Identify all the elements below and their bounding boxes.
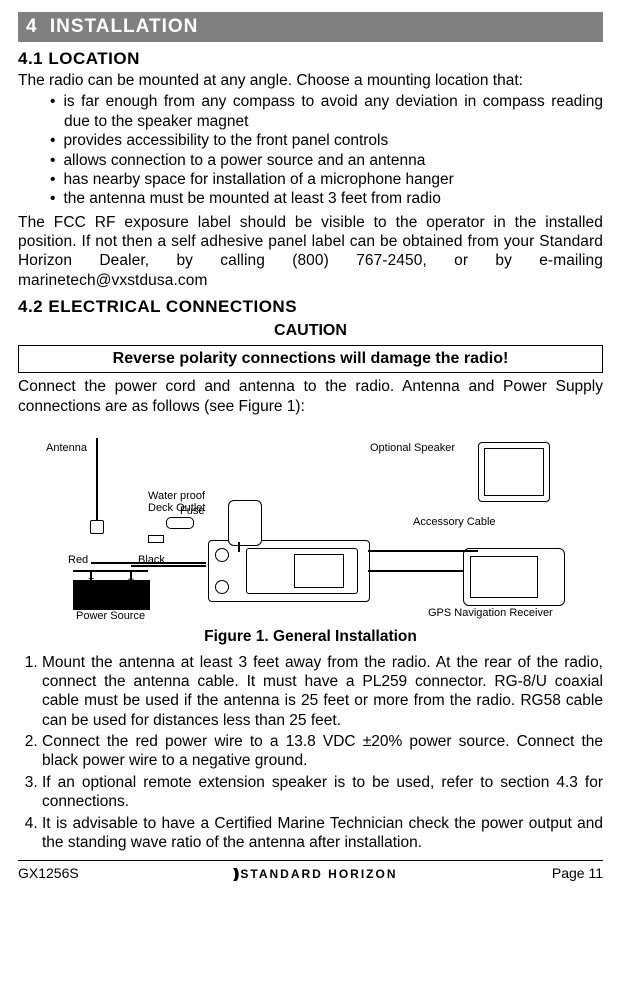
page-footer: GX1256S )) STANDARD HORIZON Page 11 bbox=[18, 860, 603, 883]
list-item: Connect the red power wire to a 13.8 VDC… bbox=[42, 732, 603, 771]
figure-shape bbox=[238, 542, 240, 552]
figure-label-acccable: Accessory Cable bbox=[413, 516, 496, 528]
subsection-41-heading: 4.1 LOCATION bbox=[18, 48, 603, 69]
list-item: Mount the antenna at least 3 feet away f… bbox=[42, 653, 603, 731]
figure-label-black: Black bbox=[138, 554, 165, 566]
figure-shape bbox=[470, 556, 538, 598]
figure-label-minus: – bbox=[128, 573, 134, 585]
figure-label-plus: + bbox=[88, 573, 94, 585]
figure-label-optspeaker: Optional Speaker bbox=[370, 442, 455, 454]
figure-shape bbox=[73, 580, 150, 610]
figure-shape bbox=[73, 570, 148, 572]
wave-icon: )) bbox=[233, 865, 236, 881]
warning-box: Reverse polarity connections will damage… bbox=[18, 345, 603, 373]
list-item: It is advisable to have a Certified Mari… bbox=[42, 814, 603, 853]
figure-label-fuse: Fuse bbox=[180, 505, 204, 517]
model-label: GX1256S bbox=[18, 865, 79, 883]
page-number: Page 11 bbox=[552, 865, 603, 883]
figure-shape bbox=[294, 554, 344, 588]
figure-label-powersource: Power Source bbox=[76, 610, 145, 622]
subsection-42-heading: 4.2 ELECTRICAL CONNECTIONS bbox=[18, 296, 603, 317]
figure-shape bbox=[368, 570, 463, 572]
list-item: has nearby space for installation of a m… bbox=[18, 170, 603, 189]
fcc-paragraph: The FCC RF exposure label should be visi… bbox=[18, 213, 603, 291]
figure-label-waterproof: Water proof bbox=[148, 490, 205, 502]
figure-shape bbox=[368, 550, 478, 552]
list-item: If an optional remote extension speaker … bbox=[42, 773, 603, 812]
figure-shape bbox=[90, 520, 104, 534]
list-item: the antenna must be mounted at least 3 f… bbox=[18, 189, 603, 208]
list-item: provides accessibility to the front pane… bbox=[18, 131, 603, 150]
section-title: INSTALLATION bbox=[50, 16, 199, 37]
figure-shape bbox=[228, 500, 262, 546]
section-header-bar: 4 INSTALLATION bbox=[18, 12, 603, 42]
brand-text: STANDARD HORIZON bbox=[240, 867, 397, 881]
figure-shape bbox=[484, 448, 544, 496]
section-number: 4 bbox=[26, 16, 38, 37]
figure-shape bbox=[96, 438, 98, 523]
figure-1: Antenna Water proof Deck Outlet Fuse Red… bbox=[18, 420, 603, 625]
figure-shape bbox=[148, 535, 164, 543]
intro-paragraph: The radio can be mounted at any angle. C… bbox=[18, 71, 603, 90]
figure-caption: Figure 1. General Installation bbox=[18, 627, 603, 646]
list-item: allows connection to a power source and … bbox=[18, 151, 603, 170]
numbered-steps: Mount the antenna at least 3 feet away f… bbox=[18, 653, 603, 853]
figure-shape bbox=[166, 517, 194, 529]
figure-label-gps: GPS Navigation Receiver bbox=[428, 607, 553, 619]
brand-logo: )) STANDARD HORIZON bbox=[233, 865, 397, 883]
caution-label: CAUTION bbox=[18, 321, 603, 341]
figure-label-antenna: Antenna bbox=[46, 442, 87, 454]
connect-paragraph: Connect the power cord and antenna to th… bbox=[18, 377, 603, 416]
bullet-list: is far enough from any compass to avoid … bbox=[18, 92, 603, 208]
list-item: is far enough from any compass to avoid … bbox=[18, 92, 603, 131]
figure-label-red: Red bbox=[68, 554, 88, 566]
